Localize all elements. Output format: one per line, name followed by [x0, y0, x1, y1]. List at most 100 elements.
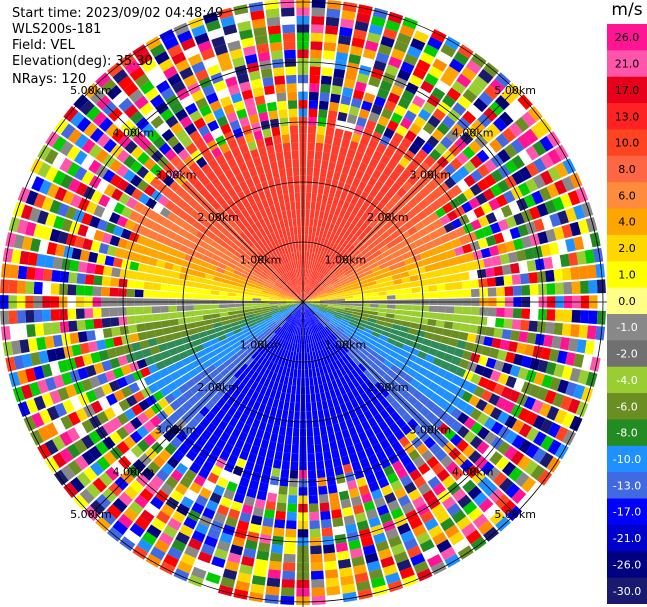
ray-gate — [351, 159, 361, 170]
ray-gate — [237, 283, 247, 288]
ray-gate — [306, 268, 309, 278]
ray-gate — [287, 294, 296, 299]
ray-gate — [313, 271, 319, 280]
ray-gate — [314, 384, 320, 394]
ray-gate — [345, 418, 355, 429]
ray-gate — [364, 146, 375, 158]
ray-gate — [379, 245, 389, 254]
ray-gate — [341, 583, 356, 594]
ray-gate — [336, 43, 350, 54]
ray-gate — [149, 428, 163, 441]
ray-gate — [336, 413, 345, 423]
ray-gate — [368, 568, 384, 580]
ray-gate — [407, 226, 418, 236]
ray-gate — [254, 330, 263, 338]
ray-gate — [184, 232, 196, 242]
ray-gate — [269, 205, 277, 215]
ray-gate — [269, 42, 283, 52]
ray-gate — [370, 245, 380, 255]
ray-gate — [365, 205, 375, 215]
ray-gate — [26, 324, 36, 338]
ray-gate — [315, 313, 323, 320]
ray-gate — [488, 245, 500, 257]
ray-gate — [286, 210, 292, 220]
ray-gate — [507, 341, 518, 353]
colorbar-label: -10.0 — [613, 453, 641, 466]
ray-gate — [134, 494, 149, 509]
ray-gate — [326, 585, 341, 596]
ray-gate — [528, 320, 538, 332]
ray-gate — [210, 393, 221, 405]
ray-gate — [337, 111, 348, 122]
ray-gate — [331, 449, 340, 460]
ray-gate — [325, 467, 335, 478]
ray-gate — [202, 460, 215, 472]
colorbar-segment — [607, 261, 647, 289]
ray-gate — [219, 338, 229, 346]
ray-gate — [313, 342, 318, 352]
ray-gate — [181, 372, 192, 383]
ray-gate — [335, 338, 344, 347]
ray-gate — [317, 322, 324, 330]
ray-gate — [219, 60, 233, 72]
ray-gate — [286, 244, 291, 254]
ray-gate — [576, 250, 587, 265]
ray-gate — [356, 324, 366, 331]
ray-gate — [223, 358, 233, 368]
ray-gate — [474, 364, 486, 376]
ray-gate — [356, 580, 371, 592]
ray-gate — [98, 472, 114, 487]
ray-gate — [473, 97, 488, 113]
ray-gate — [297, 309, 301, 319]
ray-gate — [388, 535, 402, 548]
ray-gate — [118, 399, 131, 412]
ray-gate — [216, 184, 227, 195]
ray-gate — [316, 322, 322, 331]
ray-gate — [176, 344, 187, 354]
ray-gate — [295, 318, 299, 327]
ray-gate — [307, 142, 315, 151]
ray-gate — [269, 407, 278, 417]
ray-gate — [144, 238, 155, 249]
ray-gate — [315, 244, 320, 254]
ray-gate — [319, 237, 326, 247]
range-label: 4.00km — [452, 126, 494, 139]
ray-gate — [263, 368, 271, 378]
ray-gate — [313, 218, 318, 228]
ray-gate — [96, 411, 109, 425]
ray-gate — [204, 273, 215, 281]
ray-gate — [495, 516, 511, 532]
ray-gate — [260, 303, 270, 306]
ray-gate — [396, 559, 412, 572]
ray-gate — [404, 338, 414, 347]
ray-gate — [155, 233, 166, 244]
ray-gate — [128, 501, 144, 516]
ray-gate — [308, 317, 313, 326]
ray-gate — [96, 133, 111, 148]
ray-gate — [427, 277, 437, 286]
ray-gate — [321, 318, 329, 326]
colorbar-label: 10.0 — [615, 137, 640, 150]
ray-gate — [294, 299, 303, 302]
ray-gate — [251, 326, 260, 333]
ray-gate — [258, 482, 269, 493]
range-label: 2.00km — [197, 381, 239, 394]
ray-gate — [412, 66, 427, 80]
ray-gate — [262, 310, 271, 314]
ray-gate — [219, 450, 230, 462]
ray-gate — [295, 298, 303, 302]
ray-gate — [252, 305, 262, 309]
ray-gate — [292, 159, 299, 168]
ray-gate — [310, 293, 318, 298]
ray-gate — [338, 490, 350, 501]
ray-gate — [239, 276, 249, 283]
ray-gate — [163, 187, 175, 200]
ray-gate — [251, 575, 266, 586]
ray-gate — [17, 401, 31, 417]
ray-gate — [314, 282, 321, 290]
ray-gate — [271, 372, 278, 382]
ray-gate — [289, 291, 297, 297]
ray-gate — [401, 203, 412, 215]
ray-gate — [410, 378, 421, 389]
ray-gate — [263, 359, 271, 369]
